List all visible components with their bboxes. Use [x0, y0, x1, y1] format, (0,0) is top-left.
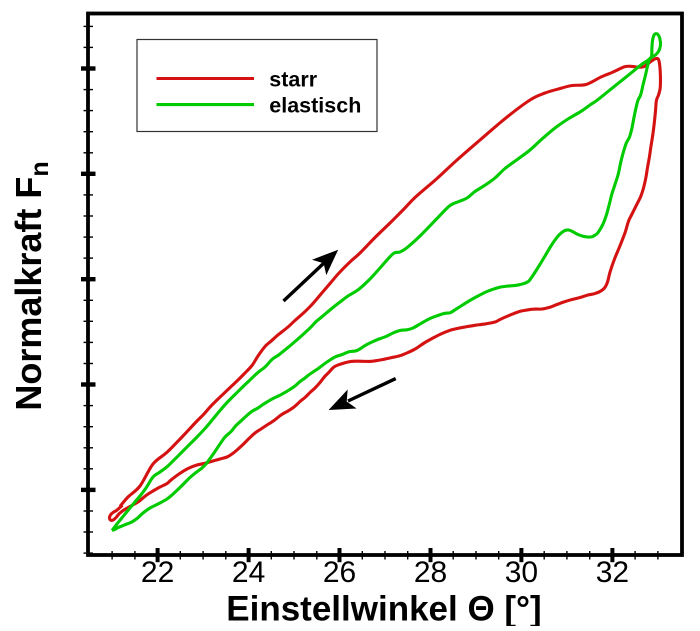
svg-text:24: 24: [232, 556, 265, 589]
svg-text:28: 28: [414, 556, 447, 589]
svg-text:Normalkraft Fn: Normalkraft Fn: [8, 161, 54, 410]
svg-text:32: 32: [596, 556, 629, 589]
svg-text:26: 26: [323, 556, 356, 589]
svg-text:30: 30: [505, 556, 538, 589]
svg-text:Einstellwinkel Θ [°]: Einstellwinkel Θ [°]: [226, 590, 541, 627]
svg-text:22: 22: [141, 556, 174, 589]
svg-text:elastisch: elastisch: [269, 94, 361, 118]
svg-text:starr: starr: [269, 68, 317, 92]
